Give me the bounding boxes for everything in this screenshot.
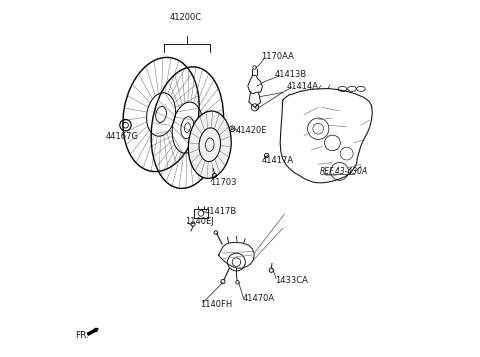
Text: 1140FH: 1140FH bbox=[200, 300, 232, 308]
Text: FR.: FR. bbox=[75, 331, 88, 340]
Text: 1433CA: 1433CA bbox=[275, 276, 308, 285]
Ellipse shape bbox=[188, 111, 231, 178]
Text: 41420E: 41420E bbox=[236, 126, 267, 135]
Text: 41413B: 41413B bbox=[275, 70, 307, 79]
Text: 1140EJ: 1140EJ bbox=[185, 217, 214, 226]
Text: 1170AA: 1170AA bbox=[261, 52, 293, 61]
Text: 41414A: 41414A bbox=[286, 82, 318, 91]
Text: 41470A: 41470A bbox=[242, 294, 274, 303]
Text: 41417A: 41417A bbox=[261, 156, 293, 165]
Text: 11703: 11703 bbox=[210, 178, 236, 187]
FancyArrow shape bbox=[87, 328, 98, 335]
Text: 44167G: 44167G bbox=[106, 132, 138, 141]
Text: 41200C: 41200C bbox=[170, 13, 202, 22]
Text: 41417B: 41417B bbox=[204, 207, 237, 216]
Text: REF.43-430A: REF.43-430A bbox=[320, 167, 368, 176]
